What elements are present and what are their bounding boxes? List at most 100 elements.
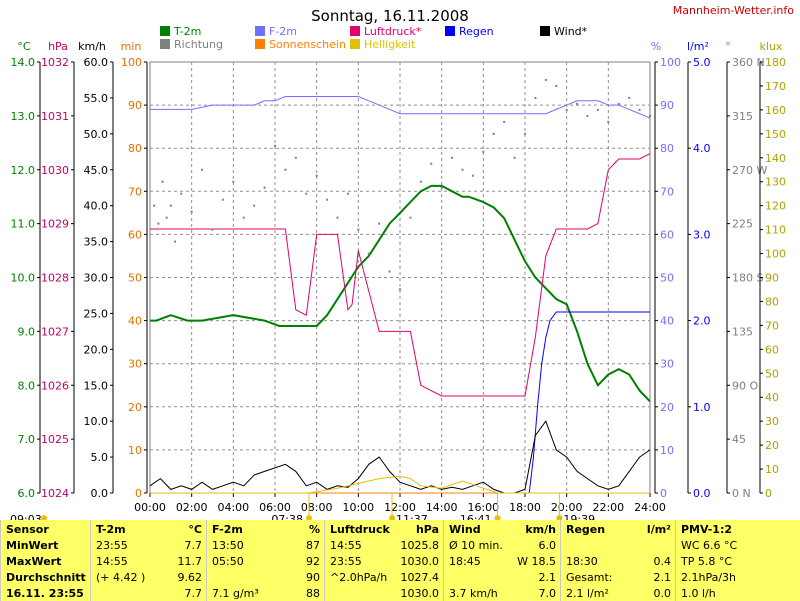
y-tick-label: 3.0 xyxy=(693,228,711,241)
series-0-line xyxy=(150,184,651,403)
direction-point xyxy=(451,156,454,159)
legend-label: Sonnenschein xyxy=(269,38,346,51)
y-tick-label: 50 xyxy=(128,272,142,285)
direction-point xyxy=(169,204,172,207)
direction-point xyxy=(628,96,631,99)
direction-point xyxy=(596,108,599,111)
x-tick-label: 24:00 xyxy=(634,501,666,514)
direction-point xyxy=(180,192,183,195)
direction-point xyxy=(378,222,381,225)
direction-point xyxy=(544,78,547,81)
legend-swatch xyxy=(160,39,170,49)
table-row: 18:45 W 18.5 xyxy=(444,554,561,570)
y-tick-label: 70 xyxy=(765,319,779,332)
table-header: PMV-1:2 xyxy=(676,522,800,538)
y-tick-label: 50 xyxy=(765,367,779,380)
sun-marker-time: 07:38 xyxy=(271,513,303,520)
table-column: Luftdruck hPa 14:55 1025.8 23:55 1030.0 ^2.0hP… xyxy=(324,520,444,601)
legend-swatch xyxy=(160,26,170,36)
series-4-line xyxy=(149,420,651,494)
series-2-line xyxy=(150,153,651,397)
table-cell-label: 7.1 g/m³ xyxy=(212,587,259,600)
direction-point xyxy=(201,168,204,171)
legend-swatch xyxy=(445,26,455,36)
table-row: WC 6.6 °C xyxy=(676,538,800,554)
direction-point xyxy=(576,102,579,105)
table-row: 2.1hPa/3h xyxy=(676,570,800,586)
table-cell: Durchschnitt xyxy=(6,571,86,584)
table-row: 16.11. 23:55 xyxy=(1,586,91,601)
table-row: 90 xyxy=(207,570,325,586)
axis-unit-label: ° xyxy=(725,40,731,53)
direction-point xyxy=(607,120,610,123)
table-cell: 2.1hPa/3h xyxy=(681,571,737,584)
y-tick-label: 8.0 xyxy=(18,379,36,392)
table-cell-value: 2.1 xyxy=(653,571,672,584)
column-header-label: F-2m xyxy=(212,523,243,536)
table-cell: MaxWert xyxy=(6,555,62,568)
y-tick-label: 315 xyxy=(732,110,753,123)
column-header-label: Luftdruck xyxy=(330,523,390,536)
table-cell-label: 23:55 xyxy=(330,555,362,568)
x-tick-label: 02:00 xyxy=(176,501,208,514)
table-cell-label: 18:45 xyxy=(449,555,481,568)
direction-point xyxy=(284,168,287,171)
y-tick-label: 60 xyxy=(128,228,142,241)
axis-unit-label: % xyxy=(651,40,661,53)
direction-point xyxy=(263,186,266,189)
table-column: F-2m% 13:50 87 05:50 92 90 7.1 g/m³ 88 xyxy=(206,520,325,601)
direction-point xyxy=(565,108,568,111)
y-tick-label: 60 xyxy=(765,343,779,356)
y-tick-label: 70 xyxy=(660,185,674,198)
axis-units: °C hPa km/h min% l/m² ° klux xyxy=(17,40,783,53)
sun-marker-time: 19:39 xyxy=(563,513,595,520)
axis-unit-label: l/m² xyxy=(687,40,709,53)
table-row: 05:50 92 xyxy=(207,554,325,570)
direction-point xyxy=(315,174,318,177)
direction-point xyxy=(649,114,651,117)
series-layer xyxy=(149,78,651,494)
sun-marker-time: 16:41 xyxy=(460,513,492,520)
table-row: (+ 4.42 ) 9.62 xyxy=(91,570,207,586)
direction-point xyxy=(294,156,297,159)
table-cell-label: 3.7 km/h xyxy=(449,587,498,600)
y-tick-label: 80 xyxy=(765,295,779,308)
table-row: 3.7 km/h 7.0 xyxy=(444,586,561,601)
sun-icon xyxy=(306,515,313,520)
y-tick-label: 45 xyxy=(732,433,746,446)
direction-point xyxy=(157,222,160,225)
direction-point xyxy=(482,150,485,153)
table-header: Sensor xyxy=(1,522,91,538)
x-tick-label: 18:00 xyxy=(509,501,541,514)
table-header: Wind km/h xyxy=(444,522,561,538)
direction-point xyxy=(211,228,214,231)
direction-point xyxy=(440,186,443,189)
table-cell-value: 11.7 xyxy=(177,555,203,568)
table-cell-label: 23:55 xyxy=(96,539,128,552)
direction-point xyxy=(503,120,506,123)
y-tick-label: 90 O xyxy=(732,379,758,392)
y-tick-label: 5.0 xyxy=(91,451,109,464)
table-header: F-2m% xyxy=(207,522,325,538)
table-cell: 16.11. 23:55 xyxy=(6,587,84,600)
legend: T-2m F-2m Luftdruck* Regen Wind* Richtung Sonn… xyxy=(160,25,588,51)
direction-point xyxy=(586,114,589,117)
y-tick-label: 35.0 xyxy=(84,236,109,249)
direction-point xyxy=(388,270,391,273)
table-header: Luftdruck hPa xyxy=(325,522,444,538)
y-tick-label: 9.0 xyxy=(18,325,36,338)
sun-marker-time: 11:37 xyxy=(396,513,428,520)
table-cell: 1.0 l/h xyxy=(681,587,716,600)
table-row: 2.1 xyxy=(444,570,561,586)
y-tick-label: 0 N xyxy=(732,487,751,500)
y-tick-label: 180 S xyxy=(732,272,763,285)
site-brand-link[interactable]: Mannheim-Wetter.info xyxy=(673,4,795,17)
table-row: 14:55 11.7 xyxy=(91,554,207,570)
y-tick-label: 50 xyxy=(660,272,674,285)
y-tick-label: 10.0 xyxy=(84,415,109,428)
y-tick-label: 1025 xyxy=(41,433,69,446)
direction-point xyxy=(346,192,349,195)
table-cell-value: 1030.0 xyxy=(400,587,440,600)
direction-point xyxy=(419,180,422,183)
legend-label: Helligkeit xyxy=(364,38,416,51)
